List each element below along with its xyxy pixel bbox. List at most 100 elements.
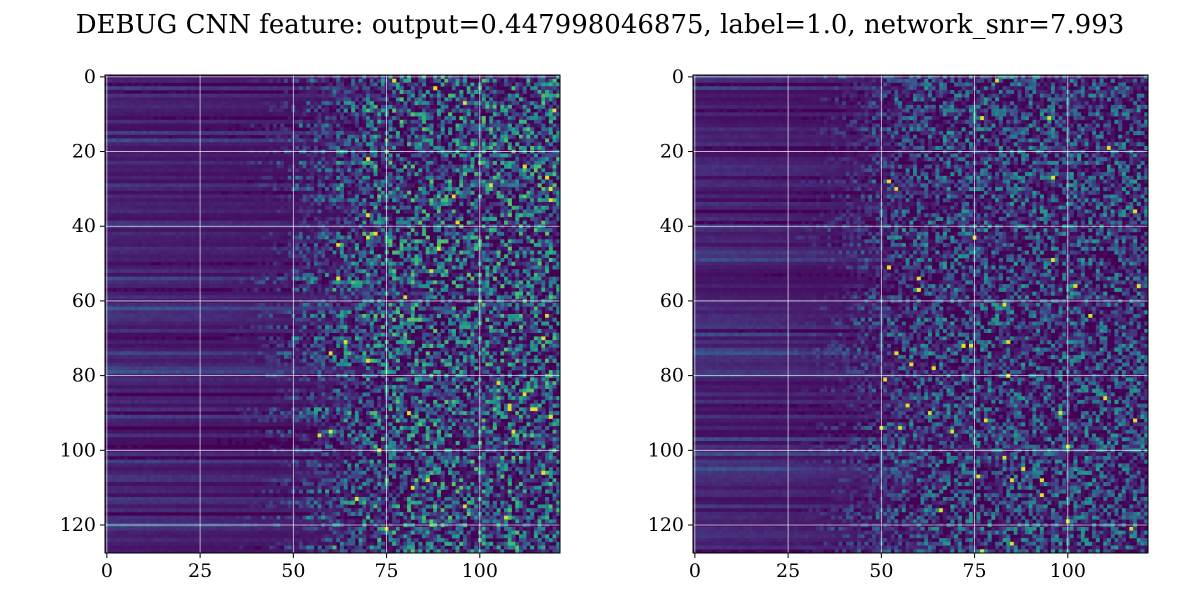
heatmap-cell [455,82,460,87]
heatmap-cell [317,168,322,173]
heatmap-cell [216,116,221,121]
heatmap-cell [518,231,524,236]
heatmap-cell [511,160,516,165]
heatmap-cell [451,93,456,98]
heatmap-cell [530,145,535,151]
heatmap-cell [116,134,121,139]
heatmap-cell [138,254,143,259]
heatmap-cell [492,153,497,158]
heatmap-cell [392,145,397,151]
heatmap-cell [175,246,180,251]
heatmap-cell [463,172,468,177]
heatmap-cell [466,116,471,121]
heatmap-cell [414,138,419,143]
heatmap-cell [336,209,341,214]
heatmap-cell [339,134,345,139]
heatmap-cell [295,168,300,173]
heatmap-cell [168,145,173,151]
heatmap-cell [313,101,318,106]
heatmap-cell [343,119,348,124]
heatmap-cell [272,183,277,188]
heatmap-cell [131,164,136,169]
heatmap-cell [496,254,501,259]
heatmap-cell [205,160,210,165]
heatmap-cell [172,97,177,102]
heatmap-cell [429,172,434,177]
heatmap-cell [224,119,229,124]
heatmap-cell [533,250,538,255]
heatmap-cell [257,153,262,158]
heatmap-cell [317,194,322,199]
heatmap-cell [325,134,330,139]
heatmap-cell [231,131,236,136]
heatmap-cell [362,209,367,214]
heatmap-cell [209,153,214,158]
heatmap-cell [339,250,345,255]
heatmap-cell [407,89,412,95]
heatmap-cell [507,164,512,169]
heatmap-cell [179,123,184,128]
heatmap-cell [302,209,307,214]
heatmap-cell [280,187,285,192]
heatmap-cell [369,134,374,139]
heatmap-cell [522,157,527,162]
heatmap-cell [414,239,419,244]
heatmap-cell [138,116,143,121]
heatmap-cell [119,239,124,244]
heatmap-cell [511,205,516,210]
heatmap-cell [504,243,509,248]
heatmap-cell [306,131,311,136]
heatmap-cell [190,127,195,132]
heatmap-cell [369,153,374,158]
heatmap-cell [515,209,520,214]
heatmap-cell [399,198,404,203]
heatmap-cell [164,104,169,109]
heatmap-cell [287,235,292,240]
heatmap-cell [448,205,453,210]
heatmap-cell [358,131,363,136]
heatmap-cell [157,78,162,83]
heatmap-cell [339,194,345,199]
heatmap-cell [205,183,210,188]
heatmap-cell [254,216,259,221]
heatmap-cell [187,213,192,218]
heatmap-cell [399,168,404,173]
heatmap-cell [489,194,494,199]
heatmap-cell [146,194,151,199]
heatmap-cell [511,108,516,113]
heatmap-cell [354,131,359,136]
heatmap-cell [317,246,322,251]
heatmap-cell [325,254,330,259]
heatmap-cell [216,168,221,173]
heatmap-cell [504,246,509,251]
heatmap-cell [138,101,143,106]
heatmap-cell [552,116,557,121]
heatmap-cell [172,145,177,151]
heatmap-cell [448,187,453,192]
heatmap-cell [373,127,378,132]
heatmap-cell [194,131,199,136]
heatmap-cell [168,131,173,136]
heatmap-cell [257,220,262,225]
heatmap-cell [347,213,352,218]
heatmap-cell [504,134,509,139]
heatmap-cell [112,101,117,106]
heatmap-cell [295,97,300,102]
heatmap-cell [504,183,509,188]
heatmap-cell [474,97,479,102]
heatmap-cell [422,201,427,207]
heatmap-cell [507,209,512,214]
heatmap-cell [108,101,113,106]
heatmap-cell [440,254,445,259]
heatmap-cell [190,179,195,184]
heatmap-cell [433,142,438,147]
heatmap-cell [149,254,154,259]
heatmap-cell [429,138,434,143]
heatmap-cell [112,127,117,132]
heatmap-cell [250,213,255,218]
heatmap-cell [201,205,207,210]
heatmap-cell [485,172,490,177]
heatmap-cell [295,86,300,91]
heatmap-cell [545,220,550,225]
heatmap-cell [298,108,304,113]
